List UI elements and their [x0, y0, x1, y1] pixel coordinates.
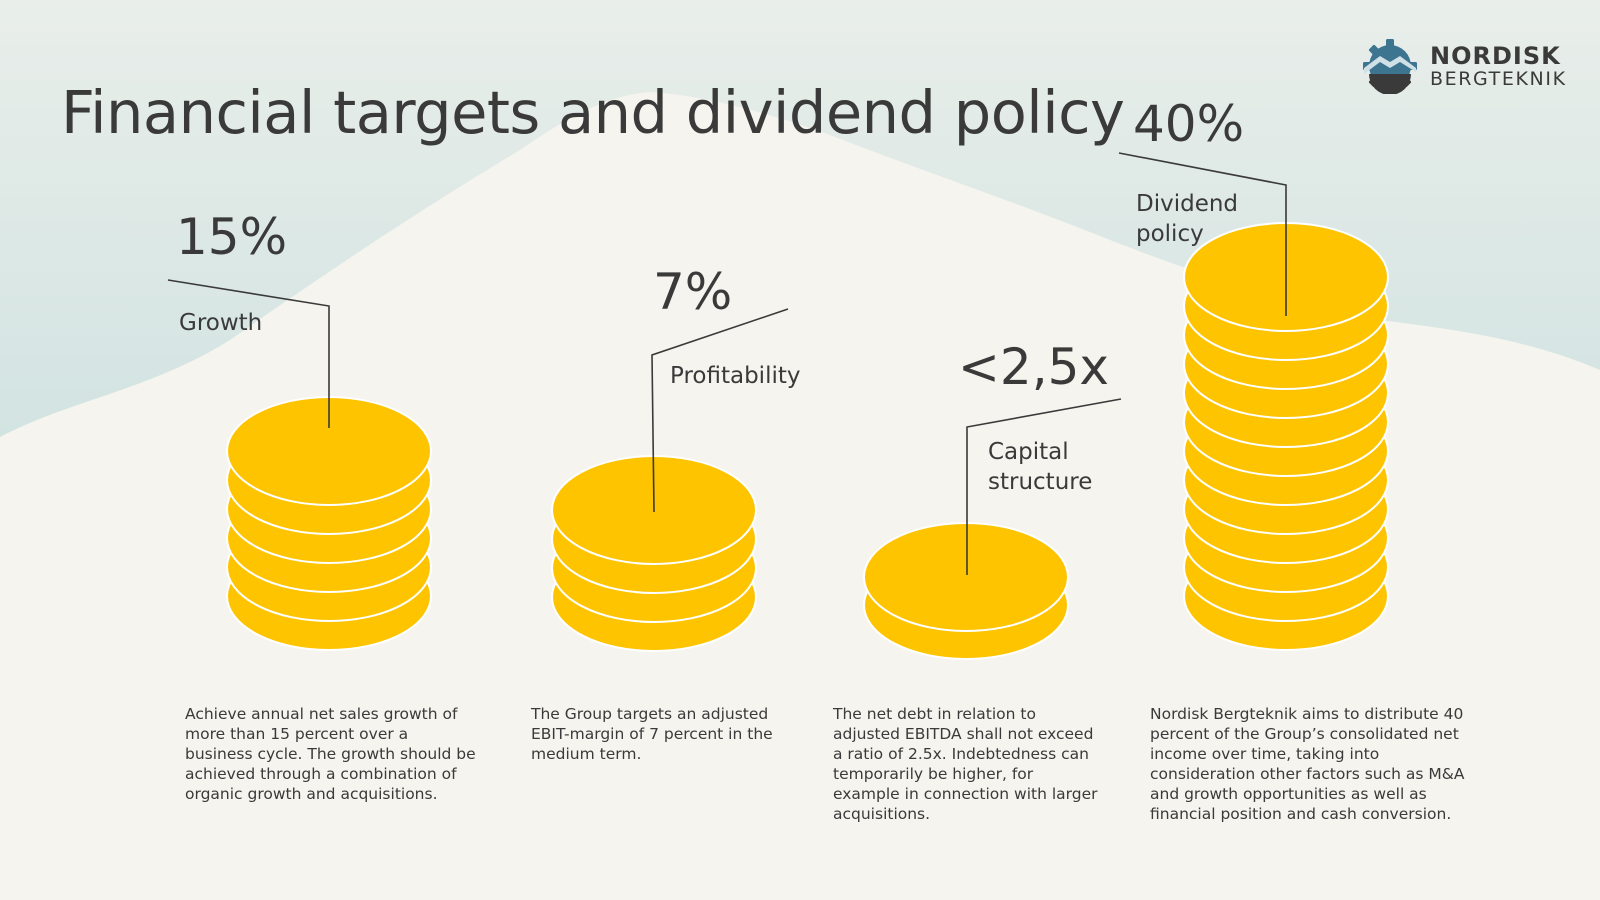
capital-structure-label: Capital structure: [988, 439, 1093, 495]
capital-structure-coin-stack: [863, 522, 1069, 660]
profitability-description: The Group targets an adjusted EBIT-margi…: [531, 705, 773, 763]
dividend-policy-label: Dividend policy: [1136, 191, 1239, 247]
profitability-value: 7%: [653, 263, 733, 321]
dividend-policy-leader-line: [1118, 152, 1287, 316]
profitability-leader-line: [651, 308, 789, 513]
growth-value: 15%: [176, 208, 288, 266]
logo-wordmark-bergteknik: BERGTEKNIK: [1430, 68, 1567, 90]
company-logo: NORDISK BERGTEKNIK: [1362, 38, 1565, 98]
page-title: Financial targets and dividend policy: [61, 78, 1125, 147]
dividend-policy-value: 40%: [1133, 95, 1245, 153]
coin: [863, 522, 1069, 632]
dividend-policy-description: Nordisk Bergteknik aims to distribute 40…: [1150, 705, 1465, 823]
profitability-label: Profitability: [670, 363, 801, 389]
mountain-gear-logo-icon: [1363, 39, 1417, 94]
capital-structure-value: <2,5x: [958, 338, 1110, 396]
logo-wordmark-nordisk: NORDISK: [1430, 42, 1561, 70]
capital-structure-description: The net debt in relation to adjusted EBI…: [833, 705, 1098, 823]
capital-structure-leader-line: [966, 398, 1122, 575]
growth-label: Growth: [179, 310, 263, 336]
growth-leader-line: [167, 279, 330, 428]
growth-description: Achieve annual net sales growth of more …: [185, 705, 476, 803]
growth-coin-stack: [226, 396, 432, 651]
